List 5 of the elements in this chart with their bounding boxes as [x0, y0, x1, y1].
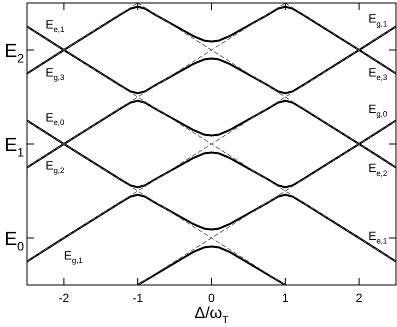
x-tick-label: -2 — [58, 291, 70, 305]
x-tick-label: 0 — [208, 291, 216, 305]
x-tick-label: 1 — [282, 291, 289, 305]
x-tick-label: -1 — [132, 291, 144, 305]
x-tick-label: 2 — [356, 291, 363, 305]
